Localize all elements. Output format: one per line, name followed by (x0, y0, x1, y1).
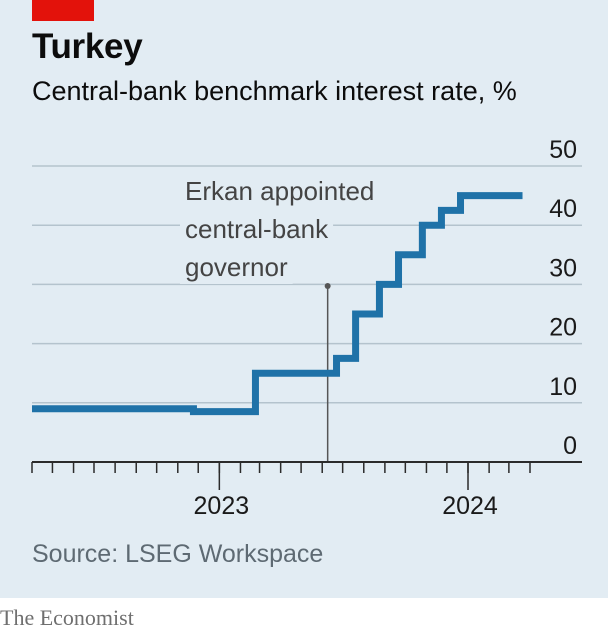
y-tick-label-40: 40 (549, 195, 577, 223)
annotation-text-line-3: governor (185, 252, 288, 282)
series-line-1 (32, 192, 523, 416)
chart-plot: Erkan appointed central-bank governor 0 10 2… (31, 136, 582, 520)
publisher-brand: The Economist (0, 605, 134, 630)
chart-title: Turkey (32, 27, 143, 66)
annotation-text-line-1: Erkan appointed (185, 176, 374, 206)
series (32, 192, 523, 416)
annotation: Erkan appointed central-bank governor (180, 176, 380, 462)
annotation-text-background (180, 252, 293, 284)
y-tick-label-20: 20 (549, 314, 577, 342)
chart-subtitle: Central-bank benchmark interest rate, % (32, 76, 517, 106)
tick-labels: 0 10 20 30 40 50 2023 2024 (194, 136, 577, 520)
annotation-text-line-2: central-bank (185, 214, 329, 244)
annotation-text-background (180, 176, 380, 208)
y-tick-label-10: 10 (549, 373, 577, 401)
y-tick-label-50: 50 (549, 136, 577, 164)
x-tick-label-2024: 2024 (442, 492, 498, 520)
annotation-dot (324, 283, 331, 289)
annotation-text-background (180, 214, 334, 246)
y-tick-label-0: 0 (563, 432, 577, 460)
y-tick-label-30: 30 (549, 254, 577, 282)
source-note: Source: LSEG Workspace (32, 540, 324, 568)
x-axis (31, 461, 582, 490)
brand-red-tag (32, 0, 94, 21)
x-tick-label-2023: 2023 (194, 492, 250, 520)
chart-panel: Turkey Central-bank benchmark interest r… (0, 0, 608, 598)
